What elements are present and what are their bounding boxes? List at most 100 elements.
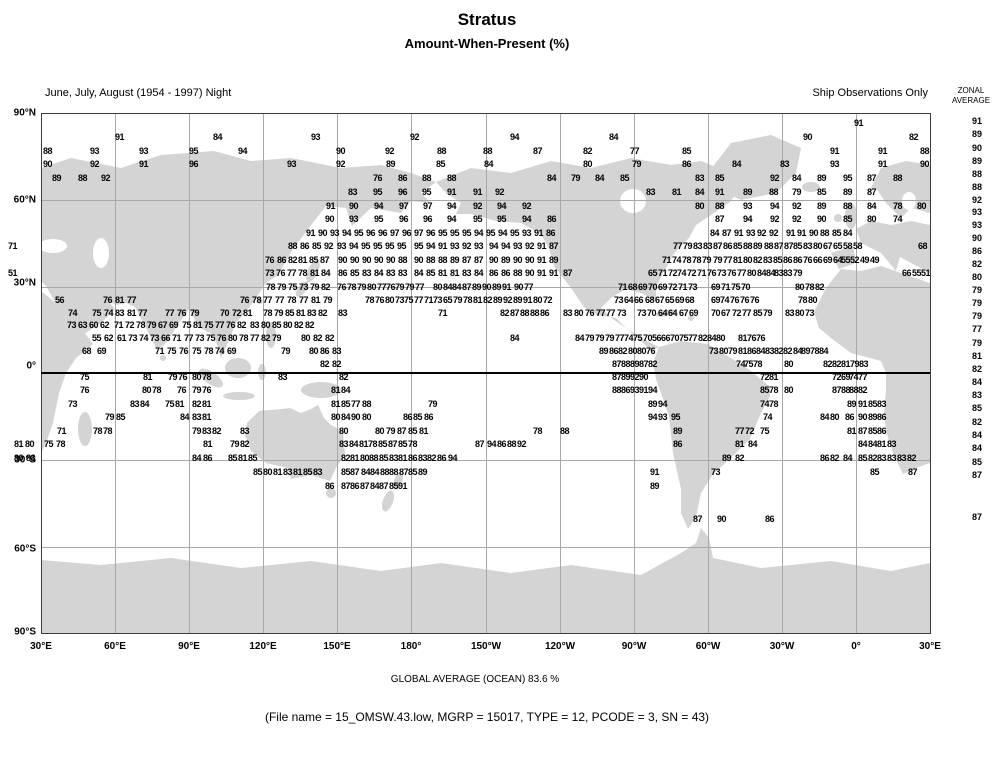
data-value: 82 xyxy=(332,359,342,369)
data-value: 80 xyxy=(263,467,273,477)
data-value: 49 xyxy=(870,255,880,265)
data-value: 83 xyxy=(877,453,887,463)
data-value: 77 xyxy=(377,282,387,292)
data-value: 81 xyxy=(127,308,137,318)
data-value: 78 xyxy=(202,372,212,382)
data-value: 76 xyxy=(240,295,250,305)
data-value: 68 xyxy=(918,241,928,251)
data-value: 84 xyxy=(757,268,767,278)
data-value: 82 xyxy=(868,453,878,463)
zonal-average-value: 79 xyxy=(971,311,982,321)
data-value: 88 xyxy=(849,385,859,395)
data-value: 85 xyxy=(408,467,418,477)
data-value: 97 xyxy=(399,201,409,211)
data-value: 77 xyxy=(351,399,361,409)
data-value: 89 xyxy=(493,295,503,305)
data-value: 69 xyxy=(711,295,721,305)
data-value: 79 xyxy=(453,295,463,305)
zonal-average-value: 86 xyxy=(971,246,982,256)
data-value: 72 xyxy=(232,308,242,318)
data-value: 72 xyxy=(745,426,755,436)
data-value: 85 xyxy=(858,453,868,463)
data-value: 83 xyxy=(26,453,36,463)
data-value: 92 xyxy=(525,241,535,251)
data-value: 86 xyxy=(877,412,887,422)
data-value: 89 xyxy=(801,346,811,356)
data-value: 93 xyxy=(139,146,149,156)
data-value: 91 xyxy=(830,146,840,156)
data-value: 85 xyxy=(341,399,351,409)
data-value: 92 xyxy=(90,159,100,169)
data-value: 94 xyxy=(498,228,508,238)
data-value: 77 xyxy=(263,295,273,305)
data-value: 81 xyxy=(419,426,429,436)
data-value: 83 xyxy=(240,426,250,436)
data-value: 79 xyxy=(632,159,642,169)
data-value: 79 xyxy=(713,255,723,265)
data-value: 75 xyxy=(206,333,216,343)
data-value: 73 xyxy=(711,467,721,477)
data-value: 82 xyxy=(907,453,917,463)
data-value: 65 xyxy=(833,241,843,251)
page-subtitle: Amount-When-Present (%) xyxy=(404,36,570,51)
data-value: 81 xyxy=(331,399,341,409)
data-value: 82 xyxy=(783,346,793,356)
y-axis-tick-label: 90°N xyxy=(13,107,36,119)
zonal-average-header: ZONAL AVERAGE xyxy=(946,86,996,106)
data-value: 77 xyxy=(138,308,148,318)
data-value: 91 xyxy=(878,146,888,156)
data-value: 87 xyxy=(379,481,389,491)
data-value: 81 xyxy=(310,268,320,278)
data-value: 90 xyxy=(858,412,868,422)
data-value: 87 xyxy=(510,308,520,318)
data-value: 86 xyxy=(398,173,408,183)
data-value: 94 xyxy=(497,201,507,211)
data-value: 80 xyxy=(367,282,377,292)
data-value: 95 xyxy=(473,214,483,224)
data-value: 84 xyxy=(793,346,803,356)
data-value: 91 xyxy=(715,187,725,197)
data-value: 79 xyxy=(272,333,282,343)
data-value: 94 xyxy=(374,201,384,211)
data-value: 75 xyxy=(165,399,175,409)
data-value: 77 xyxy=(596,308,606,318)
data-value: 77 xyxy=(742,308,752,318)
data-value: 90 xyxy=(809,228,819,238)
data-value: 80 xyxy=(695,201,705,211)
data-value: 69 xyxy=(638,282,648,292)
data-value: 76 xyxy=(740,295,750,305)
data-value: 95 xyxy=(438,228,448,238)
data-value: 79 xyxy=(105,412,115,422)
data-value: 75 xyxy=(167,346,177,356)
data-value: 83 xyxy=(703,241,713,251)
data-value: 87 xyxy=(784,241,794,251)
data-value: 75 xyxy=(744,359,754,369)
data-value: 82 xyxy=(698,333,708,343)
data-value: 82 xyxy=(288,255,298,265)
data-value: 72 xyxy=(760,372,770,382)
data-value: 95 xyxy=(374,214,384,224)
data-value: 80 xyxy=(261,320,271,330)
data-value: 82 xyxy=(500,308,510,318)
data-value: 82 xyxy=(909,132,919,142)
data-value: 80 xyxy=(795,282,805,292)
data-value: 69 xyxy=(658,282,668,292)
data-value: 79 xyxy=(571,173,581,183)
data-value: 78 xyxy=(204,346,214,356)
data-value: 71 xyxy=(721,282,731,292)
data-value: 90 xyxy=(920,159,930,169)
data-value: 66 xyxy=(813,255,823,265)
data-value: 90 xyxy=(325,214,335,224)
data-value: 83 xyxy=(362,268,372,278)
data-value: 91 xyxy=(115,132,125,142)
x-axis-tick-label: 60°W xyxy=(695,641,721,652)
data-value: 71 xyxy=(618,282,628,292)
data-value: 84 xyxy=(213,132,223,142)
x-axis-tick-label: 0° xyxy=(851,641,861,652)
data-value: 85 xyxy=(773,255,783,265)
data-value: 91 xyxy=(537,268,547,278)
data-value: 56 xyxy=(652,333,662,343)
data-value: 81 xyxy=(143,372,153,382)
data-value: 88 xyxy=(715,201,725,211)
